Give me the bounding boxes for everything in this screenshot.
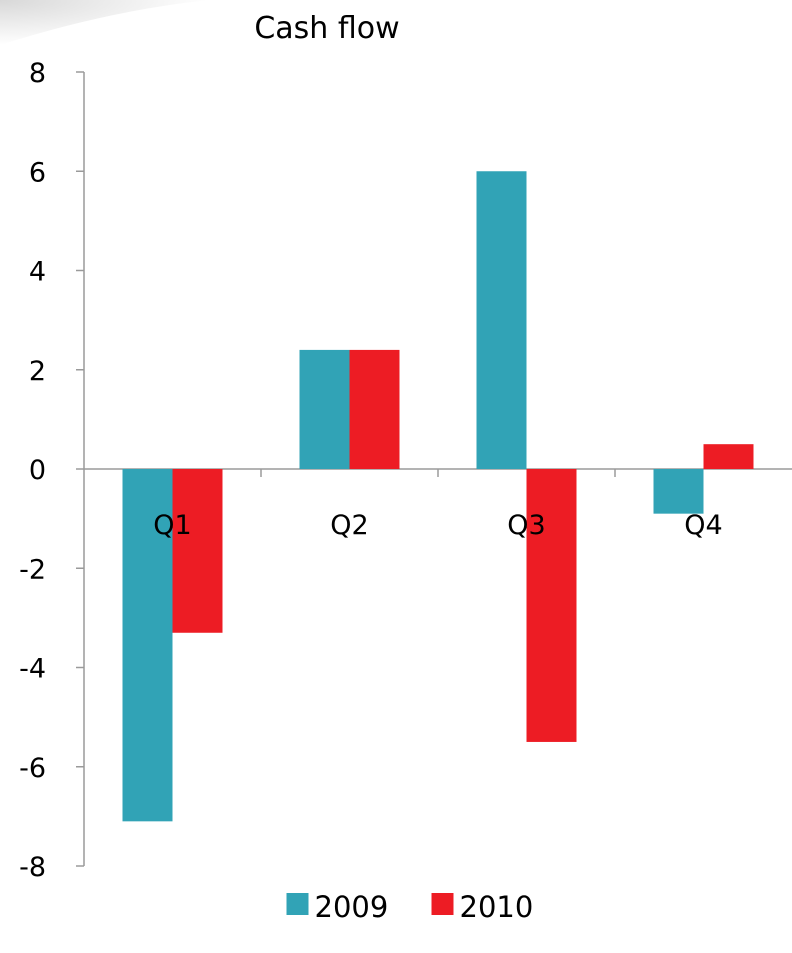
bar-2009-Q1 xyxy=(122,469,173,822)
x-tick-label: Q2 xyxy=(330,510,368,541)
y-tick-label: 8 xyxy=(29,58,46,89)
bar-2010-Q2 xyxy=(349,349,400,469)
corner-decoration xyxy=(0,0,210,45)
bars-layer xyxy=(122,171,754,822)
bar-2010-Q1 xyxy=(172,469,223,633)
y-tick-label: 0 xyxy=(29,455,46,486)
legend-label-2009: 2009 xyxy=(315,890,389,924)
y-tick-label: -2 xyxy=(19,554,46,585)
bar-2010-Q3 xyxy=(526,469,577,742)
y-tick-label: 6 xyxy=(29,157,46,188)
y-tick-label: -8 xyxy=(19,852,46,883)
x-tick-label: Q3 xyxy=(507,510,545,541)
bar-2009-Q4 xyxy=(653,469,704,514)
y-tick-label: 4 xyxy=(29,257,46,288)
y-tick-label: -4 xyxy=(19,654,46,685)
bar-2009-Q2 xyxy=(299,349,350,469)
bar-2009-Q3 xyxy=(476,171,527,469)
legend-swatch-2009 xyxy=(286,893,309,915)
legend-label-2010: 2010 xyxy=(460,890,534,924)
labels-layer: -8 -6 -4 -2 0 2 4 6 8 Q1 Q2 Q3 Q4 xyxy=(19,58,723,883)
y-tick-label: -6 xyxy=(19,753,46,784)
legend: 2009 2010 xyxy=(286,890,534,924)
chart-title: Cash flow xyxy=(254,11,399,46)
x-tick-label: Q4 xyxy=(684,510,722,541)
bar-2010-Q4 xyxy=(703,444,754,469)
legend-swatch-2010 xyxy=(431,893,454,915)
x-tick-label: Q1 xyxy=(153,510,191,541)
y-tick-label: 2 xyxy=(29,356,46,387)
